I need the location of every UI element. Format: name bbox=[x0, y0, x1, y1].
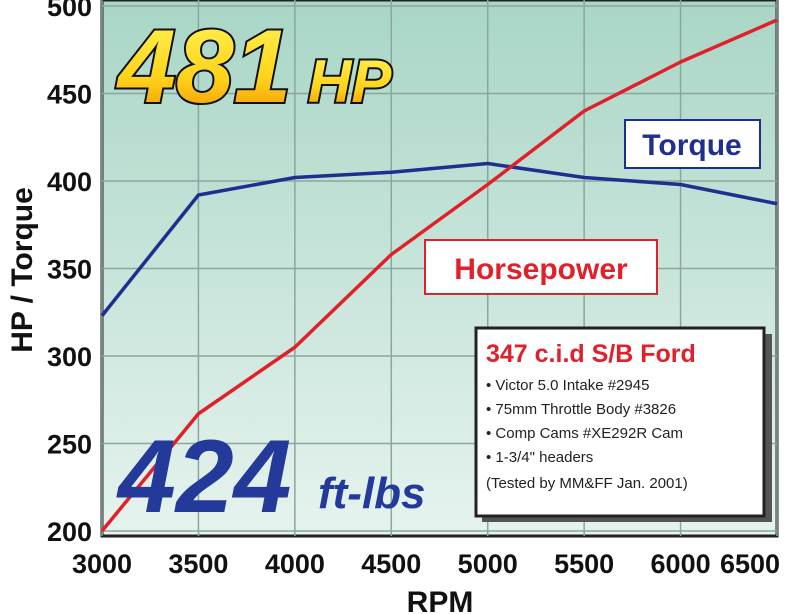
y-tick-label: 350 bbox=[47, 255, 92, 285]
torque-number: 424 bbox=[116, 419, 292, 535]
legend-torque: Torque bbox=[624, 119, 761, 169]
info-box: 347 c.i.d S/B Ford • Victor 5.0 Intake #… bbox=[474, 326, 772, 522]
series-line-torque bbox=[100, 161, 778, 317]
x-tick-label: 4000 bbox=[265, 549, 325, 579]
x-tick-label: 6500 bbox=[720, 549, 780, 579]
grid bbox=[101, 0, 778, 536]
y-tick-label: 450 bbox=[47, 80, 92, 110]
info-note: (Tested by MM&FF Jan. 2001) bbox=[486, 475, 688, 492]
x-tick-label: 4500 bbox=[361, 549, 421, 579]
x-axis-label: RPM bbox=[407, 586, 474, 614]
legend-horsepower: Horsepower bbox=[424, 239, 658, 295]
legend-torque-label: Torque bbox=[642, 129, 741, 162]
y-axis-label: HP / Torque bbox=[6, 187, 39, 353]
series-lines bbox=[100, 18, 778, 533]
info-item: • Comp Cams #XE292R Cam bbox=[486, 425, 683, 442]
hp-headline: 481 HP bbox=[114, 7, 394, 127]
info-item: • Victor 5.0 Intake #2945 bbox=[486, 377, 649, 394]
series-line-horsepower bbox=[100, 18, 778, 533]
x-tick-label: 3500 bbox=[168, 549, 228, 579]
x-ticks: 3000 3500 4000 4500 5000 5500 6000 6500 bbox=[72, 549, 780, 579]
hp-unit: HP bbox=[308, 48, 392, 115]
y-tick-label: 250 bbox=[47, 430, 92, 460]
info-title: 347 c.i.d S/B Ford bbox=[486, 340, 696, 368]
torque-headline: 424 ft-lbs bbox=[116, 419, 426, 535]
info-item: • 75mm Throttle Body #3826 bbox=[486, 401, 676, 418]
y-tick-label: 500 bbox=[47, 0, 92, 22]
info-item: • 1-3/4" headers bbox=[486, 449, 593, 466]
hp-number: 481 bbox=[116, 9, 292, 125]
y-ticks: 200 250 300 350 400 450 500 bbox=[47, 0, 92, 547]
y-tick-label: 200 bbox=[47, 517, 92, 547]
x-tick-label: 6000 bbox=[651, 549, 711, 579]
x-tick-label: 5000 bbox=[458, 549, 518, 579]
x-tick-label: 3000 bbox=[72, 549, 132, 579]
legend-horsepower-label: Horsepower bbox=[454, 253, 628, 286]
y-tick-label: 400 bbox=[47, 167, 92, 197]
x-tick-label: 5500 bbox=[554, 549, 614, 579]
y-tick-label: 300 bbox=[47, 342, 92, 372]
torque-unit: ft-lbs bbox=[318, 469, 426, 518]
